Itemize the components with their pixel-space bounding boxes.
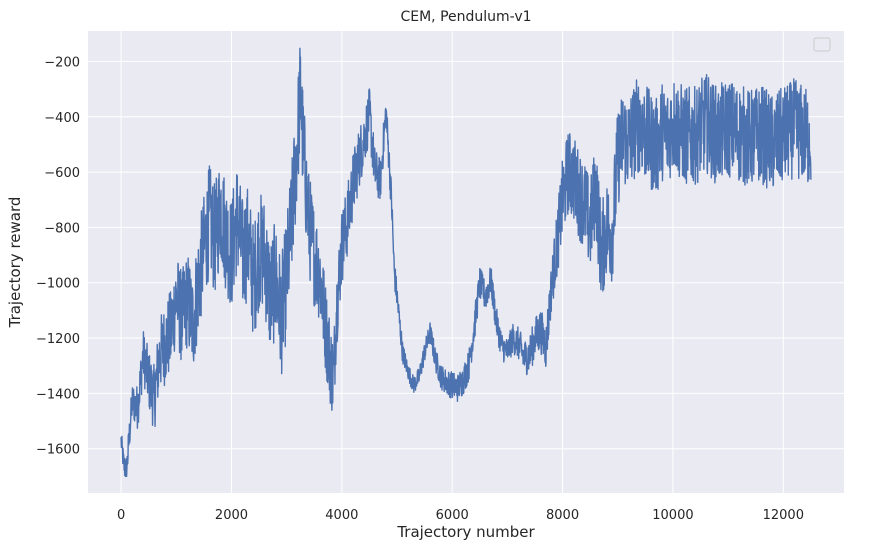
x-tick-label: 10000 (652, 508, 693, 523)
x-tick-label: 8000 (546, 508, 579, 523)
y-axis-label: Trajectory reward (6, 197, 24, 329)
legend-box[interactable] (813, 37, 831, 52)
y-tick-label: −400 (44, 111, 80, 126)
x-tick-label: 12000 (763, 508, 804, 523)
series-line (120, 47, 812, 478)
y-tick-label: −1600 (36, 443, 80, 458)
grid-lines (88, 31, 844, 493)
x-axis-label: Trajectory number (396, 523, 535, 541)
chart-title: CEM, Pendulum-v1 (400, 9, 531, 25)
x-tick-label: 4000 (325, 508, 358, 523)
y-tick-label: −1400 (36, 387, 80, 402)
tick-labels: 0 2000 4000 6000 8000 10000 12000 −1600 −1400 −12… (36, 55, 804, 523)
y-tick-label: −200 (44, 55, 80, 70)
y-tick-label: −600 (44, 166, 80, 181)
y-tick-label: −1200 (36, 332, 80, 347)
x-tick-label: 0 (117, 508, 125, 523)
y-tick-label: −800 (44, 221, 80, 236)
x-tick-label: 6000 (436, 508, 469, 523)
x-tick-label: 2000 (215, 508, 248, 523)
y-tick-label: −1000 (36, 277, 80, 292)
